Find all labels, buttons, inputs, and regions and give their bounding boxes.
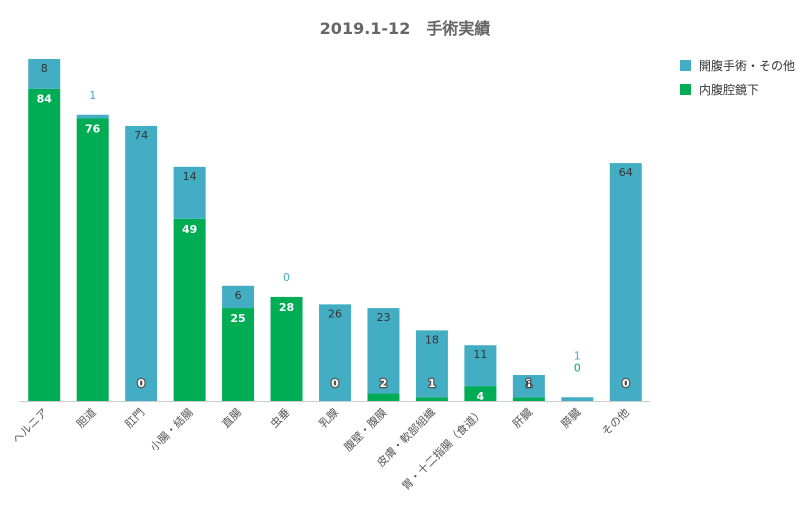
x-tick-label-1: 胆道 bbox=[73, 405, 98, 430]
value-label-open-surgery-1: 1 bbox=[89, 89, 96, 102]
value-label-laparoscopic-10: 1 bbox=[525, 377, 533, 390]
bar-laparoscopic-5[interactable] bbox=[270, 296, 303, 401]
bar-open-surgery-9[interactable] bbox=[464, 345, 497, 387]
bar-open-surgery-3[interactable] bbox=[173, 166, 206, 219]
value-label-open-surgery-11: 1 bbox=[574, 349, 581, 362]
legend-swatch-laparoscopic bbox=[680, 83, 691, 95]
value-label-laparoscopic-1: 76 bbox=[85, 122, 101, 135]
legend-label-laparoscopic: 内腹腔鏡下 bbox=[699, 82, 760, 97]
value-label-laparoscopic-4: 25 bbox=[230, 312, 245, 325]
x-tick-label-7: 腹壁・腹膜 bbox=[341, 405, 390, 454]
bar-laparoscopic-10[interactable] bbox=[512, 397, 545, 401]
x-tick-label-9: 胃・十二指腸（食道） bbox=[399, 405, 487, 493]
bar-laparoscopic-1[interactable] bbox=[76, 118, 109, 401]
value-label-open-surgery-12: 64 bbox=[619, 166, 633, 179]
value-label-laparoscopic-12: 0 bbox=[622, 377, 630, 390]
value-label-open-surgery-0: 8 bbox=[41, 62, 48, 75]
x-tick-label-4: 直腸 bbox=[219, 405, 244, 430]
value-label-laparoscopic-7: 2 bbox=[380, 377, 388, 390]
bar-open-surgery-0[interactable] bbox=[28, 59, 61, 89]
value-label-open-surgery-2: 74 bbox=[134, 129, 148, 142]
chart-title: 2019.1-12 手術実績 bbox=[320, 19, 491, 38]
legend-item-open-surgery[interactable]: 開腹手術・その他 bbox=[680, 55, 795, 75]
bar-open-surgery-12[interactable] bbox=[609, 163, 642, 401]
value-label-open-surgery-7: 23 bbox=[376, 311, 390, 324]
x-tick-label-0: ヘルニア bbox=[10, 406, 50, 446]
value-label-open-surgery-9: 11 bbox=[473, 348, 487, 361]
value-label-open-surgery-4: 6 bbox=[235, 289, 242, 302]
value-label-laparoscopic-6: 0 bbox=[331, 377, 339, 390]
x-tick-labels: ヘルニア 胆道 肛門 小腸・結腸 直腸 虫垂 乳腺 腹壁・腹膜皮膚・軟部組織胃・十二指腸（食道… bbox=[10, 405, 632, 493]
bar-open-surgery-10[interactable] bbox=[512, 374, 545, 398]
value-label-open-surgery-8: 18 bbox=[425, 333, 439, 346]
bar-open-surgery-1[interactable] bbox=[76, 114, 109, 119]
value-label-laparoscopic-9: 4 bbox=[477, 390, 485, 403]
value-label-laparoscopic-11: 0 bbox=[574, 361, 581, 374]
x-tick-label-3: 小腸・結腸 bbox=[147, 405, 196, 454]
bars-layer bbox=[28, 59, 642, 402]
bar-laparoscopic-8[interactable] bbox=[415, 397, 448, 401]
bar-open-surgery-11[interactable] bbox=[561, 397, 594, 401]
bar-laparoscopic-3[interactable] bbox=[173, 218, 206, 401]
bar-laparoscopic-9[interactable] bbox=[464, 386, 497, 401]
x-tick-label-10: 肝臓 bbox=[510, 406, 535, 431]
value-label-laparoscopic-3: 49 bbox=[182, 223, 197, 236]
value-label-laparoscopic-8: 1 bbox=[428, 377, 436, 390]
legend-swatch-open-surgery bbox=[680, 59, 691, 71]
value-label-open-surgery-6: 26 bbox=[328, 307, 342, 320]
value-label-laparoscopic-5: 28 bbox=[279, 301, 294, 314]
x-tick-label-5: 虫垂 bbox=[268, 406, 293, 431]
value-label-laparoscopic-0: 84 bbox=[37, 93, 53, 106]
bar-laparoscopic-0[interactable] bbox=[28, 88, 61, 401]
legend-label-open-surgery: 開腹手術・その他 bbox=[699, 58, 796, 73]
value-label-open-surgery-5: 0 bbox=[283, 271, 290, 284]
bar-open-surgery-8[interactable] bbox=[415, 330, 448, 398]
value-label-open-surgery-10: 6 bbox=[525, 378, 532, 391]
legend-item-laparoscopic[interactable]: 内腹腔鏡下 bbox=[680, 79, 795, 99]
x-tick-label-2: 肛門 bbox=[123, 406, 148, 431]
bar-open-surgery-6[interactable] bbox=[319, 304, 351, 401]
legend: 開腹手術・その他 内腹腔鏡下 bbox=[680, 55, 795, 103]
x-tick-label-6: 乳腺 bbox=[316, 405, 341, 430]
value-label-laparoscopic-2: 0 bbox=[137, 377, 145, 390]
value-label-open-surgery-3: 14 bbox=[183, 170, 197, 183]
bar-open-surgery-4[interactable] bbox=[222, 285, 255, 309]
x-tick-label-12: その他 bbox=[599, 406, 632, 439]
bar-open-surgery-7[interactable] bbox=[367, 308, 400, 394]
bar-open-surgery-2[interactable] bbox=[125, 125, 158, 402]
x-tick-label-11: 膵臓 bbox=[559, 406, 584, 431]
bar-laparoscopic-4[interactable] bbox=[222, 308, 255, 401]
bar-laparoscopic-7[interactable] bbox=[367, 393, 400, 401]
